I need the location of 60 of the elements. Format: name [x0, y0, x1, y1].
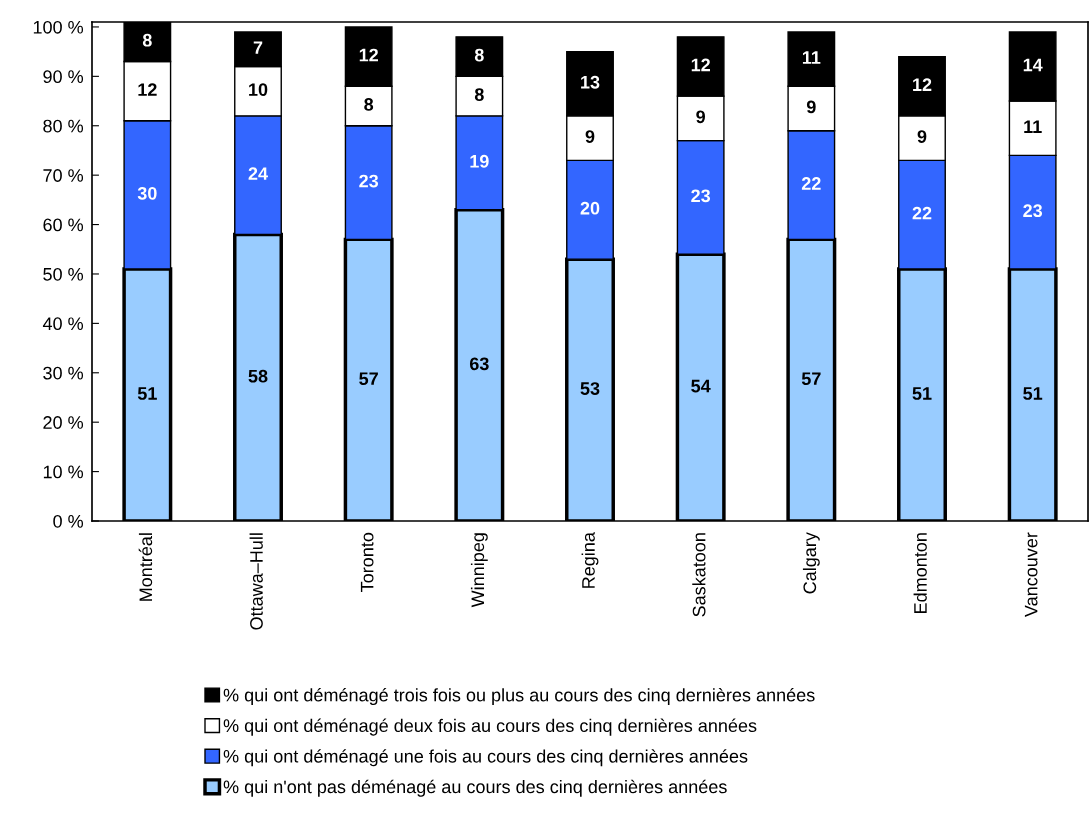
y-tick-label: 0 % [53, 514, 84, 528]
data-label: 8 [364, 98, 374, 111]
data-label: 9 [917, 130, 927, 143]
data-label: 22 [801, 177, 821, 190]
data-label: 23 [691, 189, 711, 203]
data-label: 30 [137, 186, 157, 200]
y-tick-label: 30 % [43, 366, 84, 380]
y-tick-label: 10 % [43, 465, 84, 479]
data-label: 51 [1023, 387, 1043, 400]
data-label: 12 [138, 83, 157, 96]
y-tick-label: 70 % [43, 169, 84, 182]
legend-label: % qui ont déménagé trois fois ou plus au cours des cinq dernières années [223, 688, 815, 706]
data-label: 20 [580, 201, 600, 215]
data-label: 51 [137, 387, 157, 400]
data-label: 9 [806, 100, 816, 114]
data-label: 54 [691, 379, 711, 393]
data-label: 14 [1023, 58, 1043, 72]
data-label: 10 [249, 83, 268, 97]
y-tick-label: 20 % [43, 416, 84, 429]
data-label: 51 [912, 387, 932, 400]
data-label: 19 [470, 154, 489, 168]
x-tick-label: Toronto [360, 532, 374, 592]
data-label: 12 [691, 58, 710, 72]
data-label: 12 [913, 78, 932, 91]
data-label: 63 [469, 357, 489, 371]
data-label: 11 [1024, 120, 1042, 133]
data-label: 9 [696, 110, 706, 124]
x-tick-label: Edmonton [913, 533, 927, 613]
data-label: 7 [253, 41, 263, 54]
data-label: 23 [359, 174, 379, 188]
y-tick-label: 50 % [43, 267, 84, 281]
data-label: 22 [912, 206, 932, 220]
x-tick-label: Vancouver [1024, 532, 1038, 618]
x-tick-label: Calgary [802, 532, 820, 594]
data-label: 9 [585, 130, 595, 143]
x-tick-label: Ottawa–Hull [249, 533, 263, 630]
data-label: 8 [142, 33, 152, 47]
y-tick-label: 100 % [33, 20, 84, 34]
data-label: 57 [359, 372, 378, 386]
data-label: 8 [474, 88, 484, 101]
legend-label: % qui ont déménagé une fois au cours des cinq dernières années [223, 749, 748, 767]
data-label: 24 [248, 167, 268, 180]
data-label: 57 [801, 372, 821, 386]
y-tick-label: 60 % [43, 218, 84, 232]
data-label: 13 [581, 75, 600, 89]
data-label: 8 [474, 48, 484, 62]
data-label: 12 [359, 48, 378, 62]
y-tick-label: 90 % [43, 70, 84, 84]
legend-label: % qui n'ont pas déménagé au cours des cinq dernières années [223, 779, 727, 797]
y-tick-label: 40 % [42, 317, 84, 331]
y-tick-label: 80 % [43, 119, 84, 133]
x-tick-label: Winnipeg [470, 533, 488, 608]
legend-label: % qui ont déménagé deux fois au cours des cinq dernières années [223, 718, 757, 736]
data-label: 53 [580, 382, 600, 395]
x-tick-label: Regina [581, 532, 599, 588]
x-tick-label: Montréal [138, 533, 153, 601]
data-label: 58 [248, 369, 268, 383]
x-tick-label: Saskatoon [692, 533, 706, 617]
data-label: 23 [1023, 204, 1043, 218]
data-label: 11 [802, 51, 821, 64]
